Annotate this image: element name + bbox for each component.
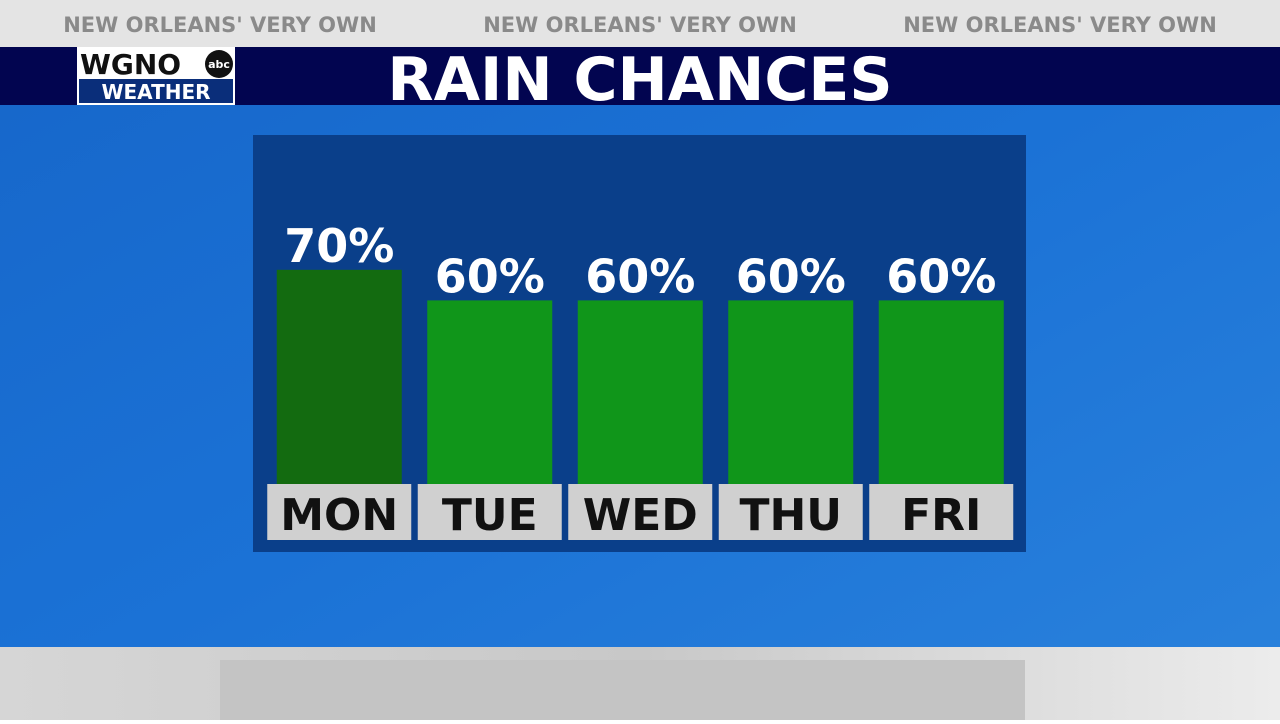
value-label: 60% [585, 249, 695, 303]
bar [427, 300, 553, 484]
logo-name: WGNO [80, 48, 181, 81]
value-label: 60% [736, 249, 846, 303]
value-label: 60% [435, 249, 545, 303]
x-tick-label: THU [739, 490, 842, 541]
category-box [718, 484, 863, 540]
x-tick-label: WED [583, 490, 698, 541]
x-tick-label: MON [280, 490, 398, 541]
value-label: 60% [886, 249, 996, 303]
category-box [417, 484, 562, 540]
bottom-panel [220, 660, 1025, 720]
network-badge [205, 50, 233, 78]
bar [577, 300, 703, 484]
banner-text: NEW ORLEANS' VERY OWN [63, 13, 377, 37]
top-strip [0, 0, 1280, 47]
network-name: abc [208, 58, 230, 71]
category-box [267, 484, 412, 540]
bar [878, 300, 1004, 484]
value-label: 70% [284, 219, 394, 273]
banner-text: NEW ORLEANS' VERY OWN [903, 13, 1217, 37]
bar [276, 269, 402, 484]
x-tick-label: TUE [442, 490, 538, 541]
banner-text: NEW ORLEANS' VERY OWN [483, 13, 797, 37]
category-box [869, 484, 1014, 540]
bar [728, 300, 854, 484]
logo-label: WEATHER [101, 80, 210, 104]
chart-title: RAIN CHANCES [387, 45, 892, 115]
x-tick-label: FRI [901, 490, 981, 541]
logo-band [79, 79, 233, 103]
category-box [568, 484, 713, 540]
